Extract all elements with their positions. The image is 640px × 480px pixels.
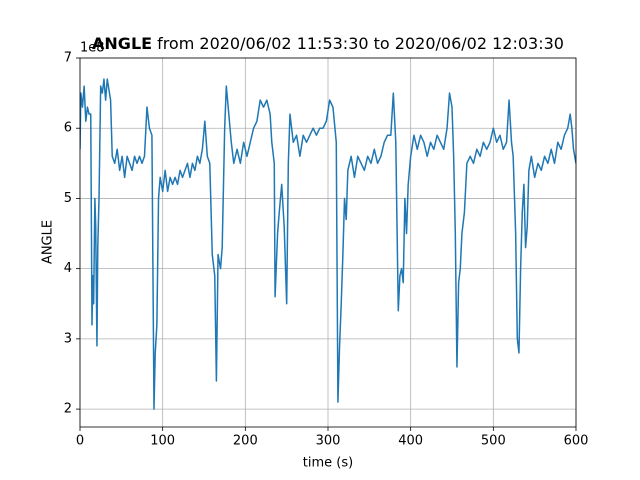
- y-tick-label: 2: [64, 402, 72, 417]
- chart-title: ANGLE from 2020/06/02 11:53:30 to 2020/06…: [92, 34, 564, 53]
- y-tick-label: 7: [64, 51, 72, 66]
- y-tick-label: 6: [64, 121, 72, 136]
- y-tick-label: 4: [64, 261, 72, 276]
- x-tick-label: 300: [316, 434, 341, 449]
- x-tick-label: 0: [76, 434, 84, 449]
- y-tick-label: 5: [64, 191, 72, 206]
- x-tick-label: 200: [233, 434, 258, 449]
- x-tick-label: 600: [564, 434, 589, 449]
- title-rest: from 2020/06/02 11:53:30 to 2020/06/02 1…: [157, 34, 564, 53]
- grid: [79, 57, 577, 427]
- plot: [80, 78, 576, 410]
- x-axis-label: time (s): [303, 456, 353, 471]
- y-axis-label: ANGLE: [41, 220, 56, 264]
- line: [80, 78, 576, 410]
- title-bold: ANGLE: [92, 34, 152, 53]
- x-tick-label: 400: [398, 434, 423, 449]
- y-tick-label: 3: [64, 331, 72, 346]
- x-tick-label: 100: [150, 434, 175, 449]
- x-tick-label: 500: [481, 434, 506, 449]
- offset-label: 1e8: [80, 41, 105, 56]
